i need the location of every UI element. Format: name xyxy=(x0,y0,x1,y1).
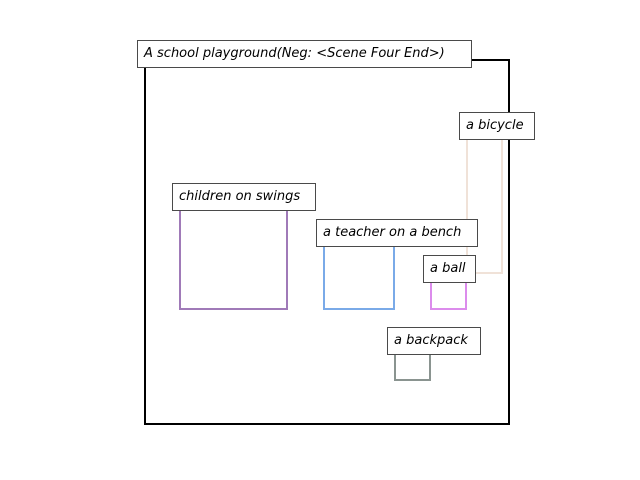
bicycle-label: a bicycle xyxy=(459,112,535,140)
children-on-swings-label: children on swings xyxy=(172,183,316,211)
backpack-label: a backpack xyxy=(387,327,481,355)
scene-caption: A school playground(Neg: <Scene Four End… xyxy=(137,40,472,68)
bicycle-box xyxy=(466,126,503,274)
teacher-on-bench-box xyxy=(323,237,395,310)
children-on-swings-box xyxy=(179,200,288,310)
ball-label: a ball xyxy=(423,255,476,283)
teacher-on-bench-label: a teacher on a bench xyxy=(316,219,478,247)
